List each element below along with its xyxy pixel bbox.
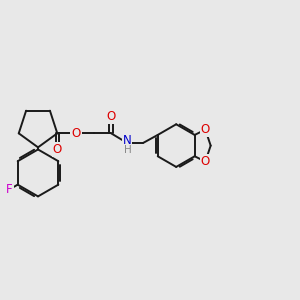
Text: O: O (201, 123, 210, 136)
Text: O: O (71, 127, 81, 140)
Text: F: F (6, 183, 13, 196)
Text: N: N (123, 134, 131, 147)
Text: O: O (53, 143, 62, 156)
Text: H: H (124, 146, 132, 155)
Text: O: O (201, 155, 210, 168)
Text: O: O (106, 110, 116, 123)
